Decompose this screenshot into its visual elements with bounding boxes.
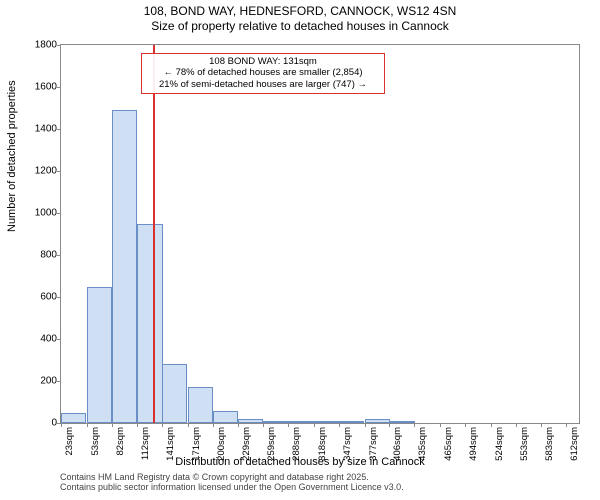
y-tick-label: 400 bbox=[23, 334, 61, 345]
plot-area: 02004006008001000120014001600180023sqm53… bbox=[60, 44, 580, 424]
title-line-2: Size of property relative to detached ho… bbox=[0, 19, 600, 34]
y-tick-label: 1400 bbox=[23, 124, 61, 135]
histogram-bar bbox=[61, 413, 86, 424]
histogram-bar bbox=[339, 421, 364, 423]
y-tick-label: 800 bbox=[23, 250, 61, 261]
annotation-line: 21% of semi-detached houses are larger (… bbox=[147, 79, 378, 91]
y-axis-label: Number of detached properties bbox=[6, 80, 18, 232]
chart-container: 108, BOND WAY, HEDNESFORD, CANNOCK, WS12… bbox=[0, 0, 600, 500]
chart-title: 108, BOND WAY, HEDNESFORD, CANNOCK, WS12… bbox=[0, 0, 600, 34]
y-tick-label: 1600 bbox=[23, 82, 61, 93]
y-tick-label: 600 bbox=[23, 292, 61, 303]
histogram-bar bbox=[365, 419, 390, 423]
annotation-box: 108 BOND WAY: 131sqm← 78% of detached ho… bbox=[141, 53, 384, 95]
reference-line bbox=[153, 45, 155, 423]
x-tick-label: 53sqm bbox=[90, 427, 101, 456]
x-tick-label: 82sqm bbox=[115, 427, 126, 456]
title-line-1: 108, BOND WAY, HEDNESFORD, CANNOCK, WS12… bbox=[0, 4, 600, 19]
histogram-bar bbox=[288, 421, 313, 423]
histogram-bar bbox=[389, 421, 414, 423]
histogram-bar bbox=[314, 421, 339, 423]
y-tick-label: 1000 bbox=[23, 208, 61, 219]
histogram-bar bbox=[213, 411, 238, 423]
y-tick-label: 0 bbox=[23, 418, 61, 429]
annotation-line: 108 BOND WAY: 131sqm bbox=[147, 56, 378, 68]
histogram-bar bbox=[188, 387, 213, 423]
y-tick-label: 1200 bbox=[23, 166, 61, 177]
x-tick-label: 23sqm bbox=[64, 427, 75, 456]
footer-attribution: Contains HM Land Registry data © Crown c… bbox=[60, 472, 404, 493]
footer-line-1: Contains HM Land Registry data © Crown c… bbox=[60, 472, 404, 482]
histogram-bar bbox=[87, 287, 112, 424]
y-tick-label: 200 bbox=[23, 376, 61, 387]
footer-line-2: Contains public sector information licen… bbox=[60, 482, 404, 492]
histogram-bar bbox=[137, 224, 162, 424]
x-axis-label: Distribution of detached houses by size … bbox=[0, 456, 600, 468]
y-tick-label: 1800 bbox=[23, 40, 61, 51]
histogram-bar bbox=[112, 110, 137, 423]
annotation-line: ← 78% of detached houses are smaller (2,… bbox=[147, 67, 378, 79]
histogram-bar bbox=[238, 419, 263, 423]
histogram-bar bbox=[162, 364, 187, 423]
histogram-bar bbox=[263, 421, 288, 423]
